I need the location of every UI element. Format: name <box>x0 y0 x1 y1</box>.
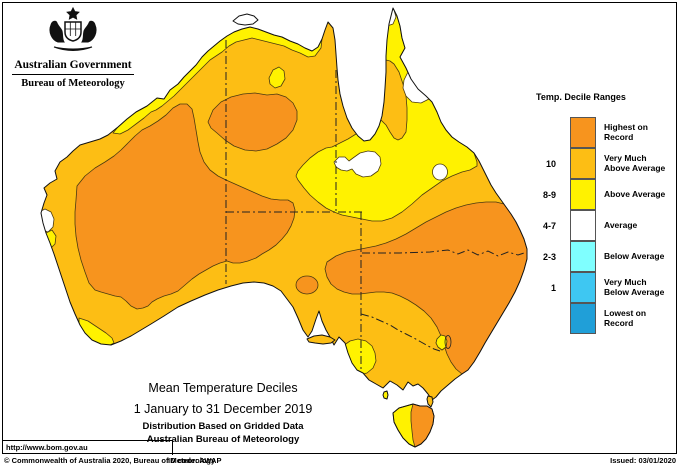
tasmania-east-highest <box>410 404 434 447</box>
state-borders <box>225 40 525 371</box>
legend-swatch-highest-on-record <box>570 117 596 148</box>
legend-swatch-very-much-above-average <box>570 148 596 179</box>
border-nsw-vic <box>360 313 441 352</box>
border-qld-nsw <box>362 249 525 257</box>
mainland-coastline <box>40 7 528 401</box>
legend-swatch-very-much-below-average <box>570 272 596 303</box>
legend-range-label: 4-7 <box>542 220 556 231</box>
flinders-island <box>426 395 434 408</box>
legend-label: Very Much Below Average <box>604 276 665 297</box>
map-frame <box>2 2 677 454</box>
map-title: Mean Temperature Deciles <box>148 381 298 395</box>
legend-swatch-below-average <box>570 241 596 272</box>
coat-of-arms-icon <box>49 6 97 51</box>
australia-deciles-map <box>40 7 528 448</box>
kangaroo-island <box>306 334 336 345</box>
legend-range-label: 1 <box>550 282 556 293</box>
issued-date-text: Issued: 03/01/2020 <box>610 456 676 465</box>
footer: © Commonwealth of Australia 2020, Bureau… <box>0 456 680 467</box>
map-subtitle-distribution: Distribution Based on Gridded Data <box>142 421 304 432</box>
legend-swatch-average <box>570 210 596 241</box>
legend-label: Very Much Above Average <box>604 152 666 173</box>
legend-range-label: 10 <box>545 158 556 169</box>
region-average-central-queensland <box>333 150 382 178</box>
id-code-text: ID code: AWAP <box>168 456 222 465</box>
king-island <box>382 390 389 400</box>
region-highest-west-central <box>74 103 296 310</box>
region-highest-sa-spot <box>295 275 319 295</box>
region-highest-top-end <box>207 92 298 152</box>
tasmania-coastline <box>392 403 435 448</box>
legend-label: Average <box>604 219 638 230</box>
region-above-average-nt-patch <box>268 66 286 89</box>
map-titles: Mean Temperature Deciles 1 January to 31… <box>88 381 358 445</box>
legend-swatch-above-average <box>570 179 596 210</box>
legend-label: Lowest on Record <box>604 307 647 328</box>
government-header: Australian Government Bureau of Meteorol… <box>12 6 134 89</box>
legend-label: Highest on Record <box>604 121 648 142</box>
legend-range-label: 2-3 <box>542 251 556 262</box>
legend-range-label: 8-9 <box>542 189 556 200</box>
melville-island <box>232 13 259 26</box>
legend-swatch-lowest-on-record <box>570 303 596 334</box>
government-title: Australian Government <box>14 59 132 71</box>
legend-label: Above Average <box>604 188 666 199</box>
legend-label: Below Average <box>604 250 665 261</box>
legend-title: Temp. Decile Ranges <box>536 92 626 102</box>
map-subtitle-bureau: Australian Bureau of Meteorology <box>146 434 300 445</box>
bureau-title: Bureau of Meteorology <box>21 78 125 89</box>
copyright-text: © Commonwealth of Australia 2020, Bureau… <box>4 456 216 465</box>
bom-url: http://www.bom.gov.au <box>6 443 88 452</box>
region-average-queensland-spot <box>432 163 448 181</box>
url-box: http://www.bom.gov.au <box>3 440 173 455</box>
map-period: 1 January to 31 December 2019 <box>133 402 313 416</box>
header-divider <box>12 74 134 75</box>
border-act <box>444 335 452 349</box>
